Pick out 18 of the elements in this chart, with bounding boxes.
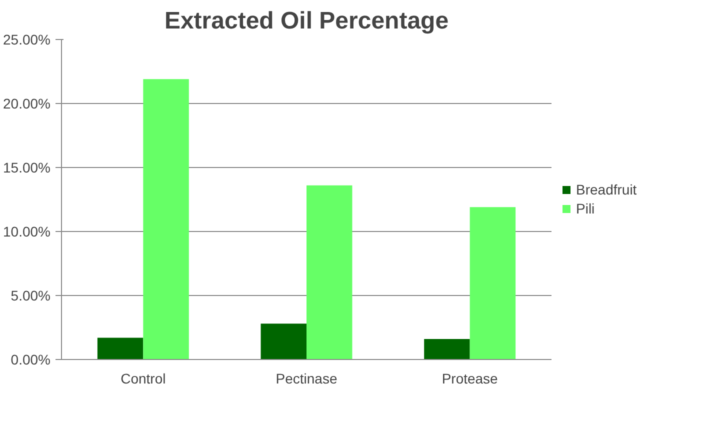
- y-tick-label: 15.00%: [3, 160, 50, 176]
- x-tick-label: Protease: [442, 370, 498, 386]
- y-tick-label: 5.00%: [10, 288, 51, 304]
- legend-label: Breadfruit: [576, 182, 637, 198]
- y-tick-label: 25.00%: [3, 32, 50, 48]
- x-tick-label: Control: [120, 370, 166, 386]
- x-tick-label: Pectinase: [276, 370, 338, 386]
- y-tick-label: 10.00%: [3, 224, 50, 240]
- bar: [143, 79, 189, 360]
- bar: [97, 338, 144, 360]
- y-tick-label: 20.00%: [3, 96, 50, 112]
- bar: [424, 339, 470, 360]
- bar: [260, 324, 306, 360]
- y-tick-label: 0.00%: [10, 352, 51, 368]
- legend-label: Pili: [576, 200, 596, 216]
- bar: [470, 207, 516, 360]
- bar: [306, 185, 352, 360]
- chart-title: Extracted Oil Percentage: [164, 8, 449, 34]
